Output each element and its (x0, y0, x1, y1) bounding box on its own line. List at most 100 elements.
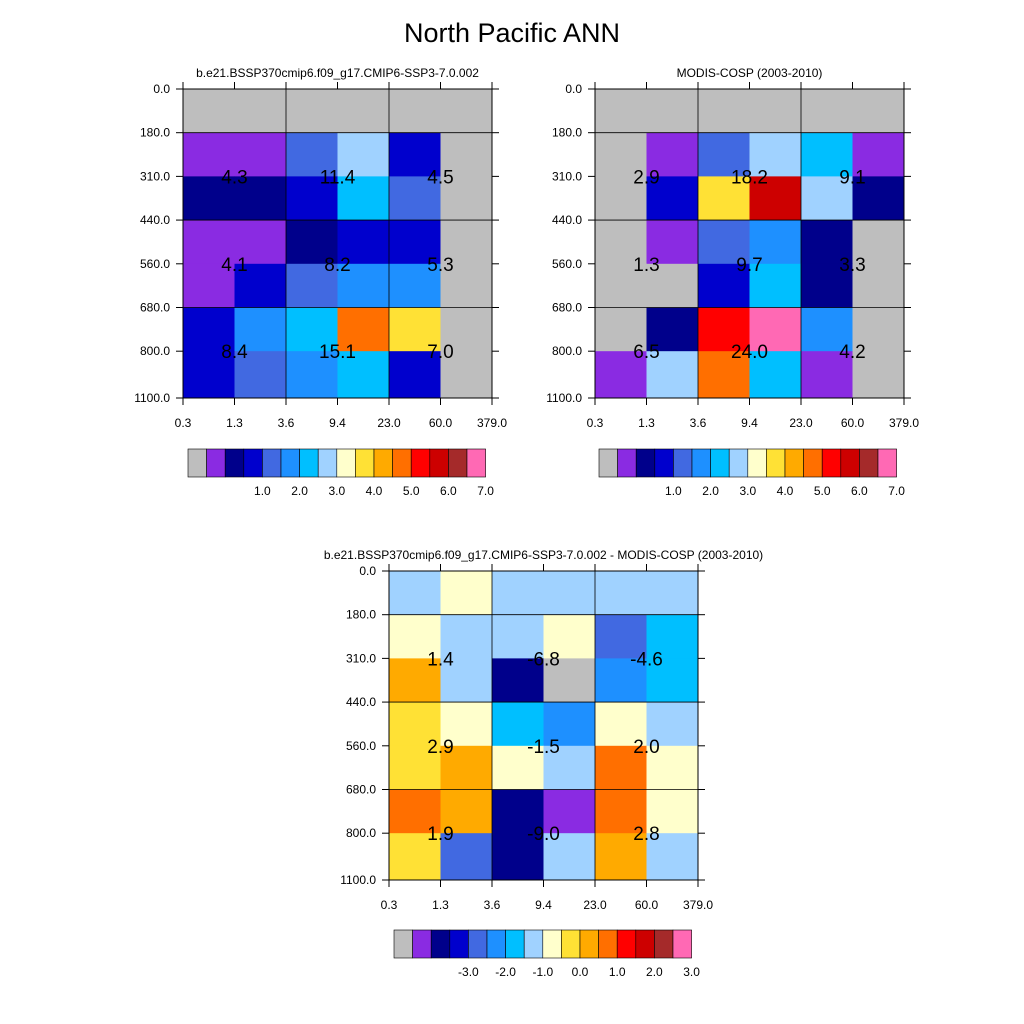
colorbar-box (224, 448, 245, 478)
y-tick-label: 0.0 (565, 82, 582, 96)
panel-title: MODIS-COSP (2003-2010) (677, 66, 823, 80)
x-tick-label: 3.6 (484, 898, 501, 912)
heatmap-cell (698, 132, 750, 177)
heatmap-cell (801, 176, 853, 221)
heatmap-cell (543, 833, 596, 881)
heatmap-cell (440, 745, 493, 790)
colorbar-label: 2.0 (702, 484, 719, 498)
heatmap-cell (389, 614, 441, 659)
heatmap-cell (852, 307, 905, 352)
y-tick-label: 440.0 (346, 695, 376, 709)
heatmap-cell (183, 176, 235, 221)
heatmap-cell (440, 789, 493, 834)
y-tick-label: 310.0 (552, 169, 582, 183)
heatmap-cell (440, 614, 493, 659)
colorbar-box (616, 929, 637, 959)
colorbar-box (468, 929, 488, 959)
heatmap-cell (698, 176, 750, 221)
x-tick-label: 1.3 (432, 898, 449, 912)
x-tick-label: 9.4 (329, 416, 346, 430)
heatmap-cell (492, 658, 544, 703)
colorbar-box (710, 448, 730, 478)
block-value-label: 15.1 (319, 342, 356, 363)
block-value-label: -4.6 (630, 649, 663, 670)
colorbar-box (654, 448, 674, 478)
heatmap-cell (543, 571, 596, 616)
colorbar-box (466, 448, 486, 478)
heatmap-cell (234, 89, 287, 134)
colorbar-box (448, 448, 468, 478)
colorbar-box (523, 929, 544, 959)
heatmap-cell (440, 132, 493, 177)
colorbar-box (299, 448, 319, 478)
heatmap-cell (646, 571, 699, 616)
heatmap-cell (852, 263, 905, 308)
heatmap-cell (234, 176, 287, 221)
colorbar-box (392, 448, 412, 478)
heatmap-cell (234, 263, 287, 308)
y-tick-label: 560.0 (552, 257, 582, 271)
heatmap-cell (234, 351, 287, 399)
colorbar-box (672, 929, 692, 959)
x-tick-label: 23.0 (583, 898, 607, 912)
colorbar-label: 0.0 (572, 965, 589, 979)
heatmap-cell (337, 263, 390, 308)
heatmap-cell (646, 263, 699, 308)
x-tick-label: 1.3 (638, 416, 655, 430)
heatmap-cell (337, 220, 390, 265)
x-tick-label: 60.0 (429, 416, 453, 430)
block-value-label: 4.5 (427, 167, 453, 188)
panel-observations: MODIS-COSP (2003-2010) 0.0 180.0 310.0 440.0… (546, 66, 919, 498)
colorbar-box (635, 448, 656, 478)
heatmap-cell (389, 658, 441, 703)
heatmap-cell (595, 571, 647, 616)
colorbar-box (673, 448, 693, 478)
colorbar-label: 2.0 (291, 484, 308, 498)
heatmap-cell (286, 307, 338, 352)
heatmap-cell (234, 132, 287, 177)
colorbar-box (766, 448, 786, 478)
heatmap-cell (492, 789, 544, 834)
y-tick-label: 310.0 (346, 651, 376, 665)
heatmap-cell (801, 263, 853, 308)
colorbar-box (579, 929, 599, 959)
colorbar-label: 7.0 (477, 484, 494, 498)
colorbar-box (877, 448, 897, 478)
heatmap-cell (646, 89, 699, 134)
panel-difference: b.e21.BSSP370cmip6.f09_g17.CMIP6-SSP3-7.… (324, 548, 763, 979)
colorbar-box (430, 929, 451, 959)
heatmap-cell (543, 614, 596, 659)
heatmap-cell (646, 307, 699, 352)
heatmap-cell (440, 220, 493, 265)
colorbar-label: 1.0 (254, 484, 271, 498)
heatmap-cell (183, 263, 235, 308)
x-tick-label: 0.3 (587, 416, 604, 430)
colorbar-box (617, 448, 637, 478)
heatmap-cell (595, 745, 647, 790)
colorbar-label: -2.0 (495, 965, 516, 979)
heatmap-cell (234, 307, 287, 352)
heatmap-cell (286, 220, 338, 265)
colorbar-label: 3.0 (683, 965, 700, 979)
heatmap-cell (492, 702, 544, 747)
heatmap-cell (286, 351, 338, 399)
y-tick-label: 800.0 (552, 344, 582, 358)
heatmap-cell (646, 789, 699, 834)
heatmap-cell (234, 220, 287, 265)
heatmap-cell (698, 307, 750, 352)
x-tick-label: 3.6 (690, 416, 707, 430)
y-tick-label: 800.0 (140, 344, 170, 358)
heatmap-cell (389, 571, 441, 616)
heatmap-cell (543, 702, 596, 747)
colorbar-box (373, 448, 393, 478)
colorbar-box (449, 929, 469, 959)
colorbar-box (393, 929, 413, 959)
heatmap-cell (337, 307, 390, 352)
colorbar-box (336, 448, 356, 478)
y-tick-label: 1100.0 (340, 873, 376, 887)
colorbar-box (728, 448, 749, 478)
colorbar-box (840, 448, 860, 478)
heatmap-cell (543, 745, 596, 790)
y-tick-label: 560.0 (346, 739, 376, 753)
